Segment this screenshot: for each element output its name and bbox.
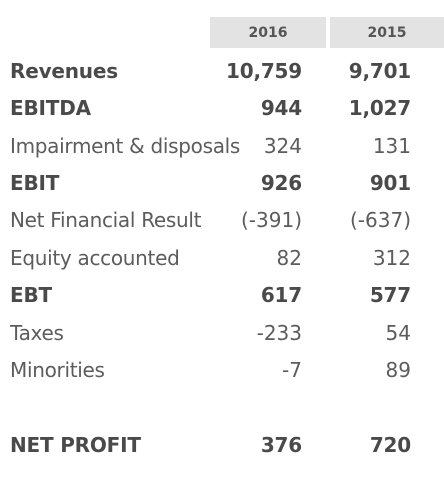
value-2015: 89 [385, 358, 411, 382]
value-2015: 720 [369, 433, 411, 457]
value-2016: -7 [282, 358, 302, 382]
value-2016: 10,759 [226, 59, 302, 83]
value-2016: 926 [260, 171, 302, 195]
table-row-net-profit: NET PROFIT 376 720 [0, 429, 444, 461]
value-2016: 376 [260, 433, 302, 457]
table-row-revenues: Revenues 10,759 9,701 [0, 55, 444, 87]
table-row-impairment-disposals: Impairment & disposals 324 131 [0, 130, 444, 162]
table-row-net-financial-result: Net Financial Result (-391) (-637) [0, 204, 444, 236]
value-2016: -233 [256, 321, 302, 345]
value-2016: (-391) [241, 208, 302, 232]
table-row-ebt: EBT 617 577 [0, 279, 444, 311]
value-2016: 82 [276, 246, 302, 270]
row-label: EBITDA [10, 96, 91, 120]
column-header-2015: 2015 [330, 17, 444, 48]
table-row-taxes: Taxes -233 54 [0, 317, 444, 349]
value-2015: 901 [369, 171, 411, 195]
value-2015: (-637) [350, 208, 411, 232]
value-2015: 312 [372, 246, 411, 270]
value-2015: 577 [369, 283, 411, 307]
table-row-ebitda: EBITDA 944 1,027 [0, 92, 444, 124]
row-label: Impairment & disposals [10, 134, 241, 158]
table-row-minorities: Minorities -7 89 [0, 354, 444, 386]
row-label: EBT [10, 283, 52, 307]
row-label: NET PROFIT [10, 433, 141, 457]
row-label: Revenues [10, 59, 118, 83]
value-2015: 9,701 [348, 59, 411, 83]
value-2016: 617 [260, 283, 302, 307]
value-2016: 944 [260, 96, 302, 120]
value-2015: 131 [372, 134, 411, 158]
row-label: Net Financial Result [10, 208, 202, 232]
row-label: EBIT [10, 171, 60, 195]
value-2015: 54 [385, 321, 411, 345]
row-label: Minorities [10, 358, 105, 382]
value-2016: 324 [263, 134, 302, 158]
column-header-2016: 2016 [210, 17, 326, 48]
table-row-ebit: EBIT 926 901 [0, 167, 444, 199]
table-row-equity-accounted: Equity accounted 82 312 [0, 242, 444, 274]
row-label: Taxes [10, 321, 64, 345]
row-label: Equity accounted [10, 246, 180, 270]
value-2015: 1,027 [348, 96, 411, 120]
